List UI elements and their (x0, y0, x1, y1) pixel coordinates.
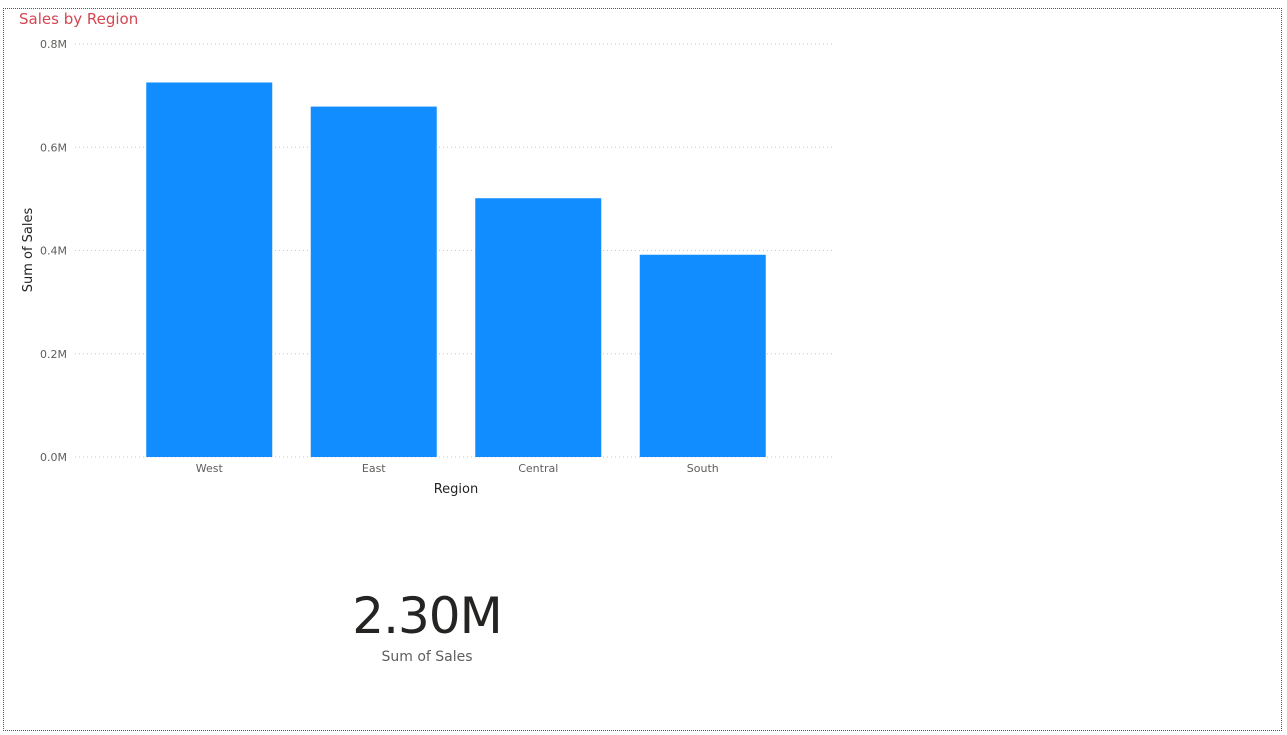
x-tick-label: South (687, 462, 719, 475)
y-tick-label: 0.2M (40, 348, 67, 361)
x-tick-label: West (196, 462, 224, 475)
bar-central[interactable] (475, 198, 602, 457)
kpi-card-value: 2.30M (352, 587, 502, 645)
bar-east[interactable] (310, 106, 437, 457)
chart-title: Sales by Region (19, 10, 139, 28)
report-canvas-frame (3, 8, 1282, 731)
y-tick-label: 0.0M (40, 451, 67, 464)
x-tick-label: Central (518, 462, 558, 475)
bar-west[interactable] (146, 82, 273, 458)
y-tick-label: 0.4M (40, 245, 67, 258)
x-tick-label: East (362, 462, 386, 475)
x-axis-title: Region (434, 482, 479, 497)
bar-south[interactable] (639, 254, 766, 457)
y-tick-label: 0.6M (40, 141, 67, 154)
kpi-card-label: Sum of Sales (381, 649, 473, 665)
y-tick-label: 0.8M (40, 38, 67, 51)
y-axis-title: Sum of Sales (21, 208, 36, 293)
kpi-card[interactable]: 2.30M Sum of Sales (307, 585, 547, 667)
